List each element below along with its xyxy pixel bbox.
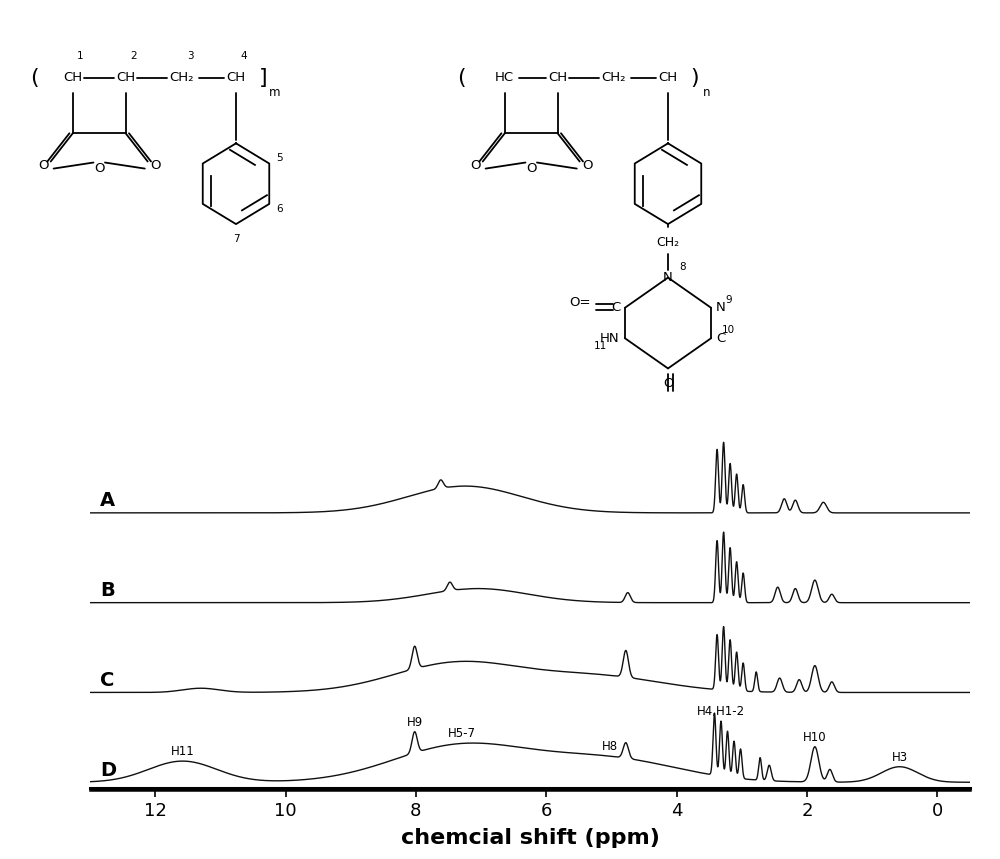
Text: H8: H8 [602,740,618,753]
Text: H5-7: H5-7 [448,728,476,740]
Text: CH: CH [226,71,246,84]
Text: O: O [94,162,104,175]
Text: CH: CH [548,71,567,84]
Text: H3: H3 [892,751,908,764]
Text: O: O [663,377,673,390]
Text: (: ( [457,68,466,88]
Text: (: ( [30,68,39,88]
Text: N: N [663,271,673,284]
X-axis label: chemcial shift (ppm): chemcial shift (ppm) [401,828,659,849]
Text: O: O [470,159,480,172]
Text: 7: 7 [233,235,239,244]
Text: O: O [582,159,593,172]
Text: 9: 9 [725,295,732,305]
Text: H11: H11 [171,745,194,758]
Text: O=: O= [570,296,591,309]
Text: C: C [716,332,725,344]
Text: C: C [611,302,620,314]
Text: 11: 11 [594,341,607,351]
Text: n: n [703,87,710,100]
Text: H10: H10 [803,730,827,744]
Text: 4: 4 [240,51,247,60]
Text: O: O [526,162,536,175]
Text: C: C [100,671,114,690]
Text: 5: 5 [276,154,283,163]
Text: O: O [150,159,161,172]
Text: ]: ] [259,68,267,88]
Text: 1: 1 [77,51,84,60]
Text: HN: HN [599,332,619,344]
Text: CH: CH [63,71,82,84]
Text: CH₂: CH₂ [656,235,680,249]
Text: 10: 10 [722,325,735,335]
Text: CH: CH [116,71,135,84]
Text: A: A [100,491,115,510]
Text: CH₂: CH₂ [169,71,194,84]
Text: 6: 6 [276,204,283,214]
Text: 3: 3 [188,51,194,60]
Text: CH₂: CH₂ [601,71,626,84]
Text: H9: H9 [406,716,423,728]
Text: ): ) [691,68,699,88]
Text: CH: CH [658,71,678,84]
Text: D: D [100,761,116,780]
Text: 2: 2 [130,51,137,60]
Text: O: O [38,159,48,172]
Text: H4,H1-2: H4,H1-2 [697,705,745,718]
Text: m: m [269,87,280,100]
Text: N: N [716,302,726,314]
Text: HC: HC [495,71,514,84]
Text: 8: 8 [679,263,686,272]
Text: B: B [100,581,115,600]
